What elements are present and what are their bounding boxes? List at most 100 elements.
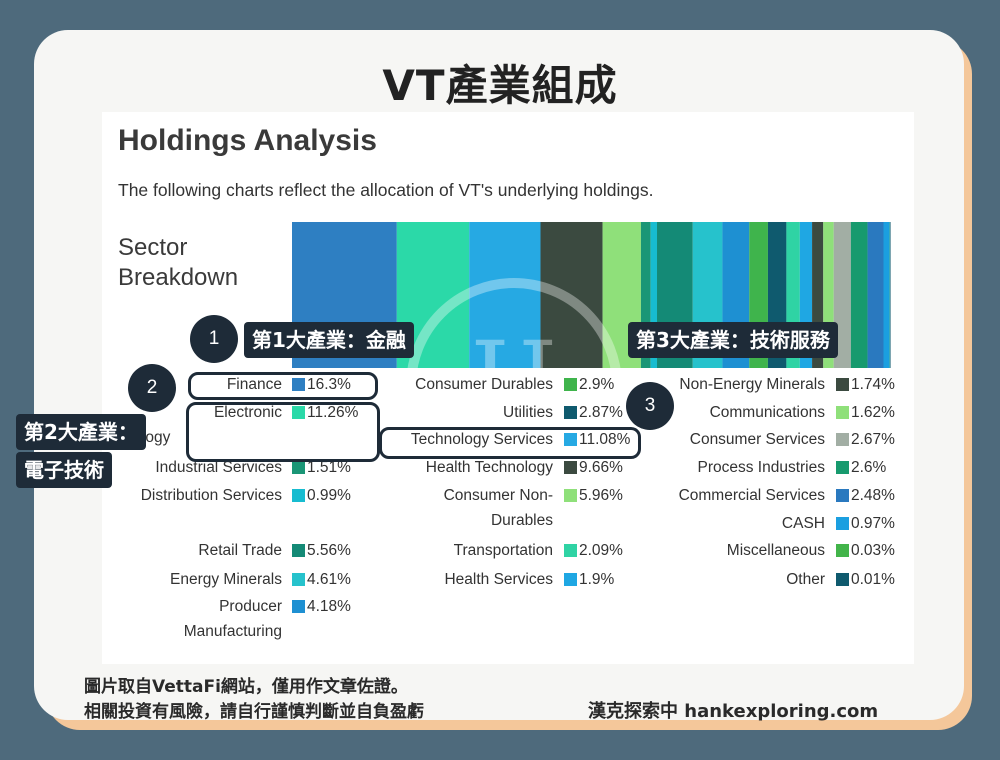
legend-label-non-energy-minerals: Non-Energy Minerals <box>585 372 825 397</box>
legend-label-line: CASH <box>781 515 825 532</box>
legend-value-distribution-services: 0.99% <box>307 487 351 504</box>
legend-label-other: Other <box>585 567 825 592</box>
legend-value-industrial-services: 1.51% <box>307 459 351 476</box>
legend-swatch-transportation <box>564 544 577 557</box>
legend-label-commercial-services: Commercial Services <box>585 483 825 508</box>
bar-segment-commercial-services <box>867 222 884 368</box>
legend-swatch-health-technology <box>564 461 577 474</box>
legend-swatch-health-services <box>564 573 577 586</box>
legend-value-finance: 16.3% <box>307 376 351 393</box>
technology-services-highlight-ring <box>379 427 641 459</box>
legend-swatch-miscellaneous <box>836 544 849 557</box>
holdings-heading: Holdings Analysis <box>118 124 377 157</box>
legend-value-communications: 1.62% <box>851 404 895 421</box>
legend-label-communications: Communications <box>585 400 825 425</box>
bar-segment-other <box>889 222 891 368</box>
holdings-subtitle: The following charts reflect the allocat… <box>118 180 654 200</box>
legend-swatch-cash <box>836 517 849 530</box>
legend-label-line: Other <box>786 571 825 588</box>
legend-label-line: Consumer Durables <box>415 376 553 393</box>
legend-label-line: Non-Energy Minerals <box>679 376 825 393</box>
legend-swatch-consumer-non-durables <box>564 489 577 502</box>
legend-value-health-technology: 9.66% <box>579 459 623 476</box>
legend-value-process-industries: 2.6% <box>851 459 887 476</box>
callout-tag-1: 第1大產業：金融 <box>244 322 414 358</box>
legend-label-distribution-services: Distribution Services <box>42 483 282 508</box>
legend-swatch-utilities <box>564 406 577 419</box>
legend-label-utilities: Utilities <box>313 400 553 425</box>
bar-segment-non-energy-minerals <box>812 222 824 368</box>
legend-label-line: Industrial Services <box>155 459 282 476</box>
legend-value-technology-services: 11.08% <box>579 431 631 448</box>
legend-label-line: Retail Trade <box>198 542 282 559</box>
callout-tag-3: 第3大產業：技術服務 <box>628 322 838 358</box>
legend-value-health-services: 1.9% <box>579 571 615 588</box>
legend-label-line: Health Technology <box>425 459 553 476</box>
legend-label-line: Technology Services <box>410 431 553 448</box>
callout-tag-2-line2: 電子技術 <box>16 452 112 488</box>
legend-value-energy-minerals: 4.61% <box>307 571 351 588</box>
legend-label-line: Transportation <box>453 542 553 559</box>
legend-value-consumer-non-durables: 5.96% <box>579 487 623 504</box>
legend-label-health-technology: Health Technology <box>313 455 553 480</box>
callout-number-1: 1 <box>190 315 238 363</box>
legend-label-cash: CASH <box>585 511 825 536</box>
sector-label-line2: Breakdown <box>118 264 239 291</box>
legend-label-transportation: Transportation <box>313 538 553 563</box>
footer-note-line2: 相關投資有風險，請自行謹慎判斷並自負盈虧 <box>84 702 424 722</box>
legend-label-line: Utilities <box>503 404 553 421</box>
legend-label-line: Health Services <box>444 571 553 588</box>
legend-label-producer-manufacturing: Producer Manufacturing <box>42 594 282 644</box>
legend-swatch-commercial-services <box>836 489 849 502</box>
legend-value-electronic-technology: 11.26% <box>307 404 359 421</box>
legend-swatch-electronic-technology <box>292 406 305 419</box>
legend-value-producer-manufacturing: 4.18% <box>307 598 351 615</box>
legend-label-consumer-durables: Consumer Durables <box>313 372 553 397</box>
legend-swatch-industrial-services <box>292 461 305 474</box>
sector-label-line1: Sector <box>118 234 188 261</box>
footer-note-line1: 圖片取自VettaFi網站，僅用作文章佐證。 <box>84 677 408 697</box>
legend-label-line: Distribution Services <box>140 487 282 504</box>
legend-value-non-energy-minerals: 1.74% <box>851 376 895 393</box>
callout-tag-2-line1: 第2大產業： <box>16 414 146 450</box>
legend-swatch-consumer-durables <box>564 378 577 391</box>
bar-segment-industrial-services <box>640 222 651 368</box>
legend-label-retail-trade: Retail Trade <box>42 538 282 563</box>
footer-brand: 漢克探索中 hankexploring.com <box>588 701 879 722</box>
watermark-letter: H <box>470 320 558 437</box>
bar-segment-process-industries <box>850 222 868 368</box>
bar-segment-consumer-services <box>833 222 851 368</box>
legend-label-process-industries: Process Industries <box>585 455 826 480</box>
legend-label-line: Miscellaneous <box>726 542 825 559</box>
legend-label-technology-services: Technology Services <box>313 427 553 452</box>
legend-value-utilities: 2.87% <box>579 404 623 421</box>
legend-label-miscellaneous: Miscellaneous <box>585 538 825 563</box>
legend-label-line: Producer <box>219 598 282 615</box>
legend-swatch-non-energy-minerals <box>836 378 849 391</box>
callout-number-2: 2 <box>128 364 176 412</box>
legend-label-energy-minerals: Energy Minerals <box>42 567 282 592</box>
finance-highlight-ring <box>188 372 378 400</box>
legend-label-line: Durables <box>490 512 553 529</box>
legend-value-other: 0.01% <box>851 571 895 588</box>
legend-label-line: Finance <box>226 376 282 393</box>
legend-value-consumer-durables: 2.9% <box>579 376 615 393</box>
legend-label-consumer-non-durables: Consumer Non- Durables <box>313 483 553 533</box>
legend-swatch-producer-manufacturing <box>292 600 305 613</box>
legend-label-line: Energy Minerals <box>170 571 282 588</box>
legend-label-line: Manufacturing <box>183 623 282 640</box>
legend-value-cash: 0.97% <box>851 515 895 532</box>
bar-segment-cash <box>883 222 890 368</box>
legend-swatch-distribution-services <box>292 489 305 502</box>
legend-value-retail-trade: 5.56% <box>307 542 351 559</box>
legend-label-line: Electronic <box>213 404 282 421</box>
legend-label-line: Commercial Services <box>678 487 825 504</box>
legend-swatch-other <box>836 573 849 586</box>
legend-swatch-technology-services <box>564 433 577 446</box>
legend-swatch-energy-minerals <box>292 573 305 586</box>
legend-swatch-consumer-services <box>836 433 849 446</box>
legend-label-health-services: Health Services <box>313 567 553 592</box>
legend-label-industrial-services: Industrial Services <box>42 455 282 480</box>
legend-value-transportation: 2.09% <box>579 542 623 559</box>
bar-segment-communications <box>823 222 834 368</box>
